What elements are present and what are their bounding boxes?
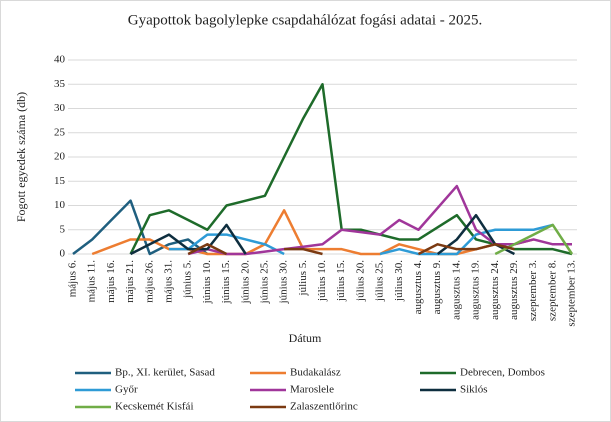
y-tick-label: 25 xyxy=(54,126,66,138)
y-axis-label: Fogott egyedek száma (db) xyxy=(14,92,28,222)
x-tick-label: július 20. xyxy=(354,260,366,302)
legend-label: Bp., XI. kerület, Sasad xyxy=(115,367,215,379)
x-tick-label: május 6. xyxy=(67,260,79,298)
y-tick-label: 35 xyxy=(54,78,66,90)
x-tick-label: július 10. xyxy=(316,260,328,302)
x-tick-label: augusztus 14. xyxy=(450,260,462,320)
series-line xyxy=(187,184,572,256)
legend-label: Zalaszentlőrinc xyxy=(290,401,358,413)
x-tick-label: június 15. xyxy=(220,260,232,305)
x-tick-label: június 25. xyxy=(258,260,270,305)
x-tick-label: augusztus 19. xyxy=(470,260,482,320)
chart-title: Gyapottok bagolylepke csapdahálózat fogá… xyxy=(128,12,482,28)
legend-label: Kecskemét Kisfái xyxy=(115,401,194,413)
legend-label: Debrecen, Dombos xyxy=(460,367,545,379)
x-tick-label: május 16. xyxy=(105,260,117,303)
x-tick-label: augusztus 4. xyxy=(412,260,424,315)
x-tick-label: június 20. xyxy=(239,260,251,305)
y-tick-label: 20 xyxy=(54,151,66,163)
x-tick-label: június 30. xyxy=(278,260,290,305)
x-tick-label: augusztus 24. xyxy=(489,260,501,320)
x-tick-label: május 11. xyxy=(86,260,98,303)
y-tick-label: 30 xyxy=(54,102,66,114)
legend-label: Maroslele xyxy=(290,384,334,396)
y-tick-label: 5 xyxy=(60,223,66,235)
x-tick-label: július 30. xyxy=(393,260,405,302)
y-tick-label: 40 xyxy=(54,54,66,66)
y-tick-label: 15 xyxy=(54,175,66,187)
y-tick-label: 0 xyxy=(60,248,66,260)
x-tick-label: július 25. xyxy=(374,260,386,302)
x-tick-label: szeptember 8. xyxy=(546,260,558,321)
x-tick-label: augusztus 9. xyxy=(431,260,443,315)
series-line xyxy=(187,243,515,256)
x-tick-label: június 10. xyxy=(201,260,213,305)
x-tick-label: július 5. xyxy=(297,260,309,297)
x-tick-label: május 26. xyxy=(143,260,155,303)
legend-label: Budakalász xyxy=(290,367,341,379)
x-tick-label: május 21. xyxy=(124,260,136,303)
legend-label: Győr xyxy=(115,384,138,396)
y-tick-label: 10 xyxy=(54,199,66,211)
x-axis-label: Dátum xyxy=(289,331,322,345)
series-line xyxy=(130,213,515,256)
series-line xyxy=(91,209,534,256)
x-tick-label: június 5. xyxy=(182,260,194,299)
x-tick-label: július 15. xyxy=(335,260,347,302)
series-line xyxy=(72,199,209,256)
x-tick-label: május 31. xyxy=(162,260,174,303)
x-tick-label: augusztus 29. xyxy=(508,260,520,320)
legend-label: Siklós xyxy=(460,384,488,396)
x-tick-label: szeptember 13. xyxy=(566,260,578,327)
x-tick-label: szeptember 3. xyxy=(527,260,539,321)
